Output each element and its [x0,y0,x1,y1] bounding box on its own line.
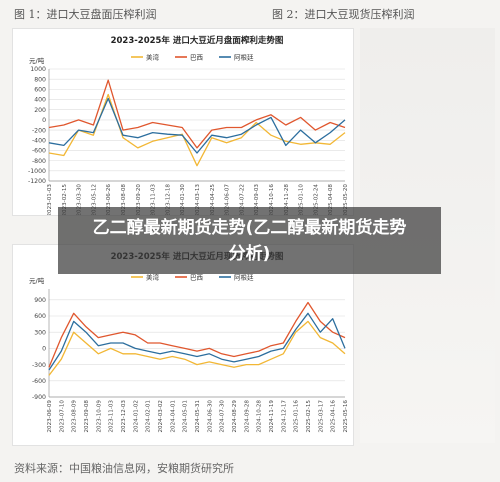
y-tick-label: -600 [32,378,46,385]
y-tick-label: -800 [32,158,46,165]
series-line-阿根廷 [48,312,346,371]
x-tick-label: 2024-03-02 [158,400,164,433]
y-tick-label: 600 [34,313,46,320]
y-tick-label: -200 [32,127,46,134]
y-tick-label: 600 [34,87,46,94]
series-line-阿根廷 [48,97,346,154]
x-tick-label: 2024-09-03 [254,184,260,215]
x-tick-label: 2025-02-15 [306,400,312,433]
y-tick-label: -300 [32,362,46,369]
x-tick-label: 2024-06-30 [207,400,213,433]
x-tick-label: 2025-03-17 [318,400,324,433]
x-tick-label: 2024-01-30 [180,184,186,215]
x-tick-label: 2024-01-02 [133,400,139,433]
x-tick-label: 2023-03-30 [77,184,83,215]
y-tick-label: 0 [42,346,46,353]
legend-label: 阿根廷 [234,53,254,62]
x-tick-label: 2023-12-03 [121,400,127,433]
x-tick-label: 2024-05-01 [183,400,189,433]
x-tick-label: 2023-07-10 [59,400,65,433]
x-tick-label: 2024-08-29 [232,400,238,433]
legend-label: 美湾 [146,53,160,62]
y-tick-label: 300 [34,329,46,336]
x-tick-label: 2024-07-22 [239,184,245,215]
y-tick-label: -600 [32,148,46,155]
x-tick-label: 2023-11-03 [151,184,157,215]
x-tick-label: 2024-11-28 [284,184,290,215]
x-tick-label: 2025-05-16 [343,400,349,433]
y-tick-label: 1000 [30,66,46,73]
chart-2-card: 2023-2025年 进口大豆近月现货榨利走势图美湾巴西阿根廷元/吨-900-6… [12,244,354,446]
x-tick-label: 2024-09-28 [244,400,250,433]
legend-label: 巴西 [190,274,204,282]
y-axis-unit: 元/吨 [29,56,45,65]
x-tick-label: 2023-06-26 [106,184,112,215]
source-note: 资料来源：中国粮油信息网，安粮期货研究所 [14,462,234,475]
y-tick-label: 200 [34,107,46,114]
overlay-banner: 乙二醇最新期货走势(乙二醇最新期货走势分析) [58,207,441,274]
y-tick-label: 800 [34,76,46,83]
x-tick-label: 2025-02-24 [313,184,319,215]
x-tick-label: 2025-01-16 [294,400,300,433]
y-tick-label: 400 [34,97,46,104]
x-tick-label: 2025-05-20 [343,184,349,215]
x-tick-label: 2024-11-19 [269,400,275,433]
x-tick-label: 2024-07-30 [220,400,226,433]
x-tick-label: 2024-03-13 [195,184,201,215]
x-tick-label: 2023-06-09 [47,400,53,433]
chart-title: 2023-2025年 进口大豆近月盘面榨利走势图 [111,35,284,46]
x-tick-label: 2023-01-03 [47,184,53,215]
y-tick-label: 0 [42,117,46,124]
x-tick-label: 2025-01-10 [299,184,305,215]
x-tick-label: 2024-10-28 [257,400,263,433]
x-tick-label: 2024-02-01 [146,400,152,433]
series-line-美湾 [48,320,346,376]
x-tick-label: 2023-12-18 [165,184,171,215]
x-tick-label: 2025-04-16 [331,400,337,433]
figure-2-caption: 图 2：进口大豆现货压榨利润 [272,8,415,21]
y-tick-label: -400 [32,137,46,144]
series-line-巴西 [48,79,346,149]
x-tick-label: 2023-09-08 [84,400,90,433]
chart-1-card: 2023-2025年 进口大豆近月盘面榨利走势图美湾 巴西 阿根廷 元/吨 -1200 -… [12,28,354,216]
x-tick-label: 2023-08-09 [72,400,78,433]
x-tick-label: 2023-08-08 [121,184,127,215]
x-tick-label: 2024-10-16 [269,184,275,215]
x-tick-label: 2024-04-01 [170,400,176,433]
y-tick-label: 900 [34,297,46,304]
y-tick-label: -1200 [28,178,46,185]
legend-label: 阿根廷 [234,273,254,282]
x-tick-label: 2024-04-25 [210,184,216,215]
y-tick-label: -900 [32,394,46,401]
x-tick-label: 2023-05-12 [91,184,97,215]
y-axis-unit: 元/吨 [29,276,45,285]
legend-label: 巴西 [190,54,204,62]
x-tick-label: 2024-05-31 [195,400,201,433]
chart-2-svg: 2023-2025年 进口大豆近月现货榨利走势图美湾巴西阿根廷元/吨-900-6… [29,251,349,433]
figure-1-caption: 图 1：进口大豆盘面压榨利润 [14,8,157,21]
x-tick-label: 2023-02-15 [62,184,68,215]
x-tick-label: 2023-11-03 [109,400,115,433]
y-tick-label: -1000 [28,168,46,175]
x-tick-label: 2025-04-08 [328,184,334,215]
x-tick-label: 2023-09-20 [136,184,142,215]
x-tick-label: 2024-06-07 [225,184,231,215]
legend-label: 美湾 [146,273,160,282]
series-line-巴西 [48,301,346,368]
x-tick-label: 2024-12-17 [281,400,287,433]
overlay-title: 乙二醇最新期货走势(乙二醇最新期货走势分析) [92,217,407,264]
x-tick-label: 2023-10-09 [96,400,102,433]
